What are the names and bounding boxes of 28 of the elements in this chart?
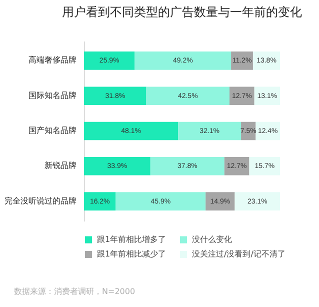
bar [134, 52, 232, 70]
y-tick-label: 新锐品牌 [44, 161, 76, 170]
bar [84, 52, 135, 70]
bar [84, 122, 178, 140]
bar [249, 157, 280, 176]
bar [146, 86, 230, 105]
legend-label: 跟1年前相比增多了 [97, 234, 166, 244]
y-tick-label: 国际知名品牌 [28, 90, 76, 100]
bar [178, 122, 242, 140]
chart-title: 用户看到不同类型的广告数量与一年前的变化 [62, 5, 302, 19]
bar [224, 157, 250, 176]
bar [84, 86, 146, 105]
bar [116, 192, 206, 210]
bar [231, 52, 253, 70]
bar [234, 192, 280, 210]
legend-label: 没关注过/没看到/记不清了 [192, 250, 286, 258]
bar [84, 192, 116, 210]
bar [84, 157, 150, 176]
bar [229, 86, 254, 105]
y-tick-label: 国产知名品牌 [28, 126, 76, 135]
source-note: 数据来源：消费者调研，N=2000 [14, 286, 136, 297]
bar [150, 157, 224, 176]
bar [254, 86, 280, 105]
bar [206, 192, 235, 210]
legend-label: 跟1年前相比减少了 [97, 250, 166, 258]
y-tick-label: 高端奢侈品牌 [28, 56, 76, 65]
y-tick-label: 完全没听说过的品牌 [4, 196, 76, 206]
legend-label: 没什么变化 [192, 234, 232, 244]
